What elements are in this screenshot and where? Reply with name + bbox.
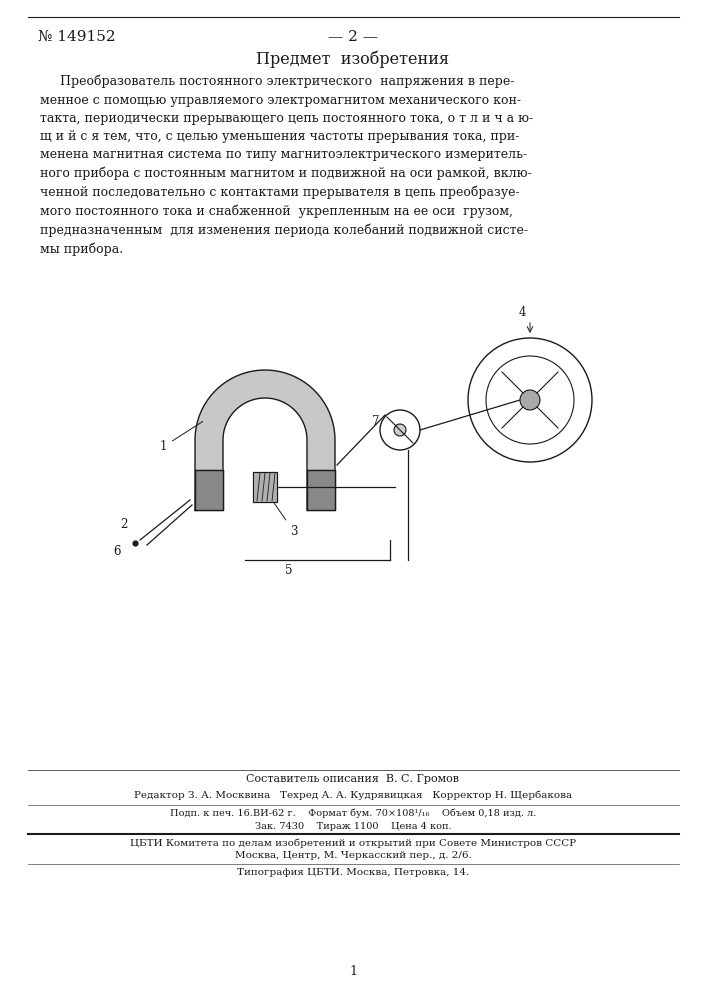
Text: Преобразователь постоянного электрического  напряжения в пере-
менное с помощью : Преобразователь постоянного электрическо… <box>40 75 533 256</box>
Text: Москва, Центр, М. Черкасский пер., д. 2/6.: Москва, Центр, М. Черкасский пер., д. 2/… <box>235 851 472 860</box>
Text: № 149152: № 149152 <box>38 30 116 44</box>
Polygon shape <box>307 470 335 510</box>
Text: Составитель описания  В. С. Громов: Составитель описания В. С. Громов <box>247 774 460 784</box>
Text: Зак. 7430    Тираж 1100    Цена 4 коп.: Зак. 7430 Тираж 1100 Цена 4 коп. <box>255 822 451 831</box>
Text: 1: 1 <box>349 965 357 978</box>
Text: 1: 1 <box>160 421 203 453</box>
Text: 7: 7 <box>372 415 380 428</box>
Text: Предмет  изобретения: Предмет изобретения <box>257 50 450 68</box>
Polygon shape <box>195 370 335 510</box>
Text: 3: 3 <box>271 499 298 538</box>
Text: — 2 —: — 2 — <box>328 30 378 44</box>
Circle shape <box>394 424 406 436</box>
Text: 2: 2 <box>120 518 127 531</box>
Text: 5: 5 <box>285 564 293 577</box>
Text: Редактор З. А. Москвина   Техред А. А. Кудрявицкая   Корректор Н. Щербакова: Редактор З. А. Москвина Техред А. А. Куд… <box>134 790 572 800</box>
Polygon shape <box>253 472 277 502</box>
Text: 4: 4 <box>518 306 526 319</box>
Text: Типография ЦБТИ. Москва, Петровка, 14.: Типография ЦБТИ. Москва, Петровка, 14. <box>237 868 469 877</box>
Circle shape <box>520 390 540 410</box>
Polygon shape <box>195 470 223 510</box>
Text: 6: 6 <box>113 545 120 558</box>
Text: ЦБТИ Комитета по делам изобретений и открытий при Совете Министров СССР: ЦБТИ Комитета по делам изобретений и отк… <box>130 838 576 848</box>
Text: Подп. к печ. 16.ВИ-62 г.    Формат бум. 70×108¹/₁₆    Объем 0,18 изд. л.: Подп. к печ. 16.ВИ-62 г. Формат бум. 70×… <box>170 809 536 818</box>
